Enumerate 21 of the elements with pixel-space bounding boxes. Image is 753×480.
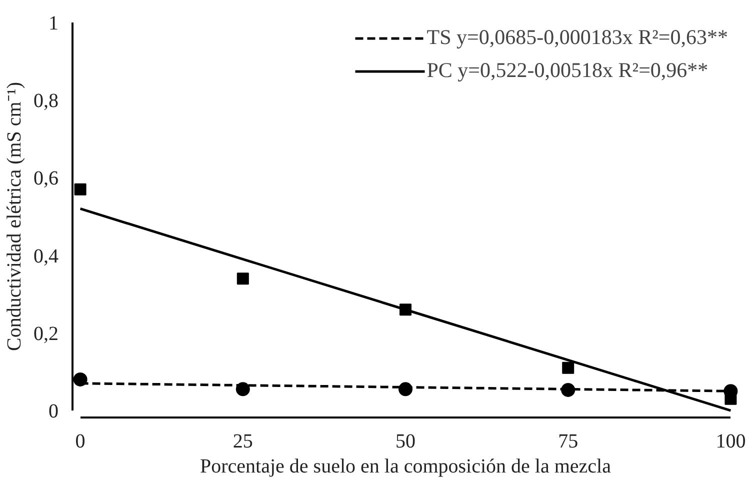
legend-label: PC y=0,522-0,00518x R²=0,96** (426, 58, 708, 83)
y-tick-label: 0,8 (34, 90, 58, 112)
x-tick-label: 100 (716, 430, 746, 452)
y-tick-label: 0,4 (34, 245, 58, 268)
legend-label: TS y=0,0685-0,000183x R²=0,63** (426, 25, 728, 50)
x-tick-label: 75 (558, 430, 578, 452)
y-tick-label: 0,6 (34, 168, 58, 190)
y-tick-label: 1 (48, 12, 58, 34)
x-tick-label: 0 (75, 430, 86, 452)
y-axis-title: Conductividad elétrica (mS cm⁻¹) (4, 82, 26, 352)
x-tick-label: 50 (396, 430, 416, 452)
y-tick-label: 0,2 (34, 322, 58, 345)
y-tick-label: 0 (48, 400, 58, 423)
x-tick-label: 25 (232, 430, 253, 452)
point (562, 362, 574, 374)
point (236, 272, 249, 285)
line-series (79, 207, 732, 412)
point (73, 372, 88, 386)
x-axis-title: Porcentaje de suelo en la composición de la mezcla (200, 456, 612, 478)
point (74, 183, 86, 196)
point (724, 392, 737, 405)
